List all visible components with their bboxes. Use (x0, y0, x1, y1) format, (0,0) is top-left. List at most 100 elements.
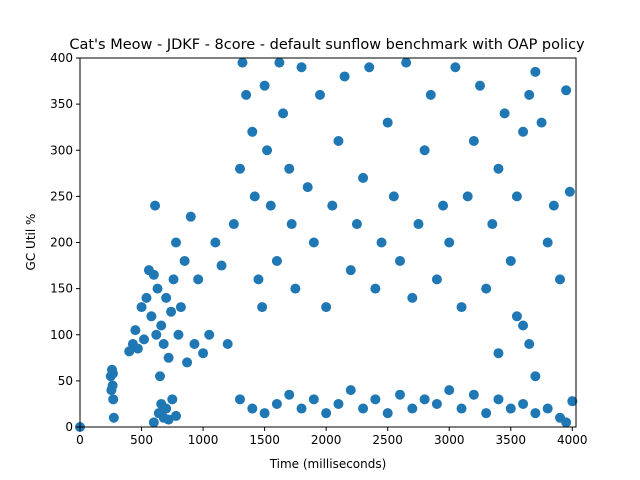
x-tick-label: 1500 (249, 433, 280, 447)
data-point (182, 357, 193, 368)
data-point (364, 62, 375, 73)
data-point (468, 389, 479, 400)
data-point (296, 403, 307, 414)
data-point (499, 108, 510, 119)
data-point (228, 219, 239, 230)
data-point (518, 398, 529, 409)
data-point (351, 219, 362, 230)
x-tick-label: 2000 (311, 433, 342, 447)
data-point (542, 237, 553, 248)
data-point (259, 408, 270, 419)
data-point (487, 219, 498, 230)
data-point (163, 414, 174, 425)
data-point (530, 371, 541, 382)
data-point (158, 338, 169, 349)
data-point (124, 346, 135, 357)
data-point (265, 200, 276, 211)
data-point (518, 126, 529, 137)
data-point (419, 394, 430, 405)
data-point (106, 385, 117, 396)
data-point (505, 403, 516, 414)
data-point (561, 417, 572, 428)
data-point (237, 57, 248, 68)
data-point (524, 338, 535, 349)
data-point (146, 311, 157, 322)
data-point (481, 283, 492, 294)
data-point (358, 403, 369, 414)
data-point (401, 57, 412, 68)
y-axis: 0 50 100 150 200 250 300 350 400 (50, 51, 80, 434)
data-point (419, 145, 430, 156)
data-point (444, 237, 455, 248)
data-point (286, 219, 297, 230)
data-point (222, 338, 233, 349)
data-point (438, 200, 449, 211)
x-tick-label: 3500 (495, 433, 526, 447)
data-point (185, 211, 196, 222)
y-tick-label: 150 (50, 282, 73, 296)
data-point (321, 302, 332, 313)
data-point (136, 302, 147, 313)
data-point (431, 398, 442, 409)
y-tick-label: 250 (50, 189, 73, 203)
data-point (179, 255, 190, 266)
data-point (171, 237, 181, 248)
data-point (271, 398, 282, 409)
x-axis: 0 500 1000 1500 2000 2500 3000 3500 4000 (76, 427, 588, 447)
data-point (259, 80, 270, 91)
data-point (235, 394, 245, 405)
data-point (290, 283, 301, 294)
data-point (370, 283, 381, 294)
data-point (308, 394, 319, 405)
y-tick-label: 400 (50, 51, 73, 65)
data-point (530, 66, 541, 77)
data-point (475, 80, 485, 91)
data-point (107, 368, 118, 379)
data-point (462, 191, 473, 202)
y-tick-label: 200 (50, 236, 73, 250)
x-tick-label: 500 (130, 433, 153, 447)
data-point (376, 237, 387, 248)
data-point (555, 274, 565, 285)
y-tick-label: 300 (50, 143, 73, 157)
data-point (345, 265, 356, 276)
chart-title: Cat's Meow - JDKF - 8core - default sunf… (69, 37, 585, 53)
data-point (493, 348, 504, 359)
data-point (564, 186, 575, 197)
data-point (431, 274, 442, 285)
y-tick-label: 350 (50, 97, 73, 111)
data-point (345, 385, 356, 396)
data-point (456, 403, 467, 414)
data-point (327, 200, 338, 211)
data-point (395, 255, 405, 266)
x-tick-label: 2500 (372, 433, 403, 447)
data-point (518, 320, 529, 331)
data-point (171, 410, 181, 421)
data-point (358, 172, 369, 183)
data-point (249, 191, 260, 202)
data-point (241, 89, 252, 100)
x-tick-label: 1000 (188, 433, 219, 447)
data-point (152, 283, 163, 294)
x-axis-label: Time (milliseconds) (269, 457, 387, 471)
data-point (493, 394, 504, 405)
x-tick-label: 4000 (557, 433, 588, 447)
data-point (425, 89, 436, 100)
data-point (148, 417, 159, 428)
data-point (382, 117, 393, 128)
data-point (166, 306, 177, 317)
data-point (235, 163, 245, 174)
data-point (511, 191, 522, 202)
data-point (193, 274, 204, 285)
data-point (444, 385, 455, 396)
data-point (302, 182, 313, 193)
data-point (536, 117, 547, 128)
data-point (493, 163, 504, 174)
data-point (247, 403, 258, 414)
data-point (505, 255, 516, 266)
data-point (274, 57, 285, 68)
x-tick-label: 0 (76, 433, 84, 447)
y-axis-label: GC Util % (24, 214, 38, 271)
data-point (315, 89, 325, 100)
